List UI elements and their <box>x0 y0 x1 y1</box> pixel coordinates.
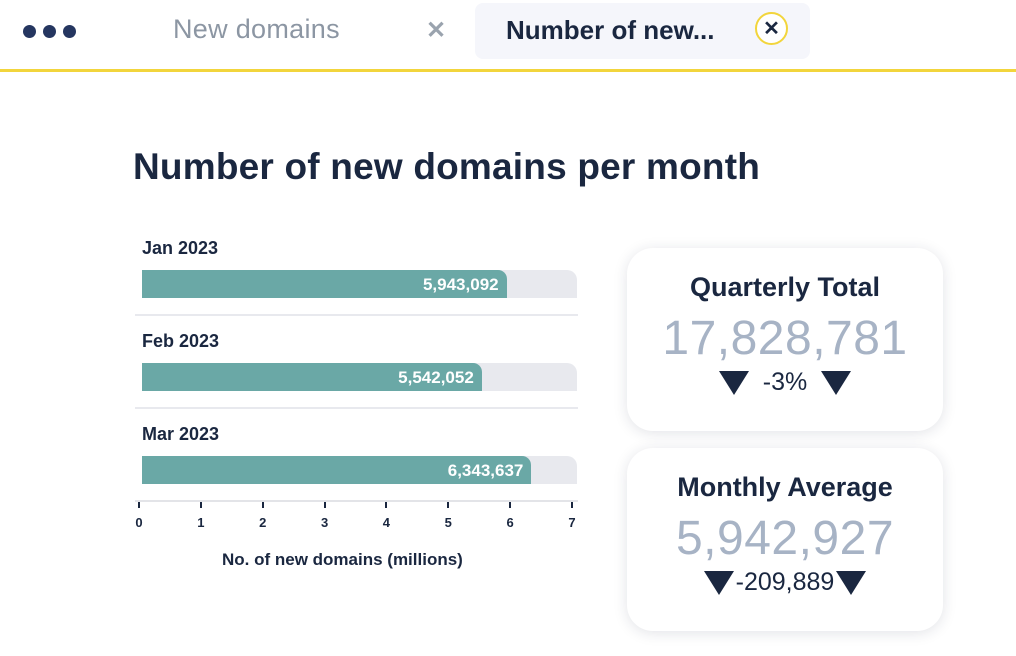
tab-new-domains[interactable]: New domains <box>173 14 340 44</box>
category-label: Jan 2023 <box>142 238 219 258</box>
bar-value-label: 5,943,092 <box>422 275 499 294</box>
close-icon[interactable]: ✕ <box>426 17 447 44</box>
x-tick-label: 4 <box>382 515 391 530</box>
triangle-down-icon <box>821 370 852 395</box>
card-change: -3% <box>627 368 943 397</box>
x-tick-label: 6 <box>506 515 514 530</box>
x-tick-label: 2 <box>259 515 267 530</box>
x-tick-label: 3 <box>320 515 329 530</box>
x-tick <box>385 502 388 508</box>
row-separator <box>135 407 578 409</box>
dot <box>63 25 76 38</box>
x-axis-label: No. of new domains (millions) <box>222 550 463 569</box>
card-value: 5,942,927 <box>675 512 895 565</box>
dot <box>43 25 56 38</box>
triangle-down-icon <box>718 370 749 395</box>
x-tick <box>261 502 264 508</box>
x-tick <box>323 502 326 508</box>
x-tick <box>199 502 202 508</box>
x-tick-label: 7 <box>568 515 576 530</box>
x-axis-line <box>135 500 578 502</box>
triangle-down-icon <box>703 570 734 595</box>
card-title: Monthly Average <box>677 472 893 502</box>
change-value: -209,889 <box>735 568 835 596</box>
bar: 5,542,052 <box>142 363 482 391</box>
card-change: -209,889 <box>627 568 943 597</box>
bar-track: 5,542,052 <box>142 363 577 391</box>
x-tick-label: 1 <box>197 515 205 530</box>
bar: 5,943,092 <box>142 270 507 298</box>
more-dots-icon[interactable] <box>23 25 76 38</box>
triangle-down-icon <box>836 570 867 595</box>
change-value: -3% <box>762 368 808 396</box>
page-title: Number of new domains per month <box>133 146 761 187</box>
monthly-average-card: Monthly Average 5,942,927 -209,889 <box>627 448 943 631</box>
quarterly-total-card: Quarterly Total 17,828,781 -3% <box>627 248 943 431</box>
tab-label: Number of new... <box>506 15 715 45</box>
card-title: Quarterly Total <box>689 272 881 302</box>
bar: 6,343,637 <box>142 456 532 484</box>
x-tick-label: 0 <box>135 515 143 530</box>
category-label: Mar 2023 <box>142 424 220 444</box>
x-tick <box>447 502 450 508</box>
dot <box>23 25 36 38</box>
x-tick <box>509 502 512 508</box>
x-tick <box>138 502 140 508</box>
close-icon[interactable]: ✕ <box>755 12 788 45</box>
row-separator <box>135 314 578 316</box>
bar-chart: No. of new domains (millions) Jan 2023 5,… <box>130 230 590 580</box>
x-tick <box>571 502 573 508</box>
bar-track: 5,943,092 <box>142 270 577 298</box>
card-value: 17,828,781 <box>662 312 908 365</box>
tab-bar: New domains ✕ Number of new... ✕ <box>0 0 1016 72</box>
category-label: Feb 2023 <box>142 331 220 351</box>
tab-number-of-new[interactable]: Number of new... ✕ <box>475 3 810 59</box>
bar-value-label: 6,343,637 <box>447 461 524 480</box>
bar-value-label: 5,542,052 <box>398 368 474 387</box>
bar-track: 6,343,637 <box>142 456 577 484</box>
x-tick-label: 5 <box>444 515 452 530</box>
